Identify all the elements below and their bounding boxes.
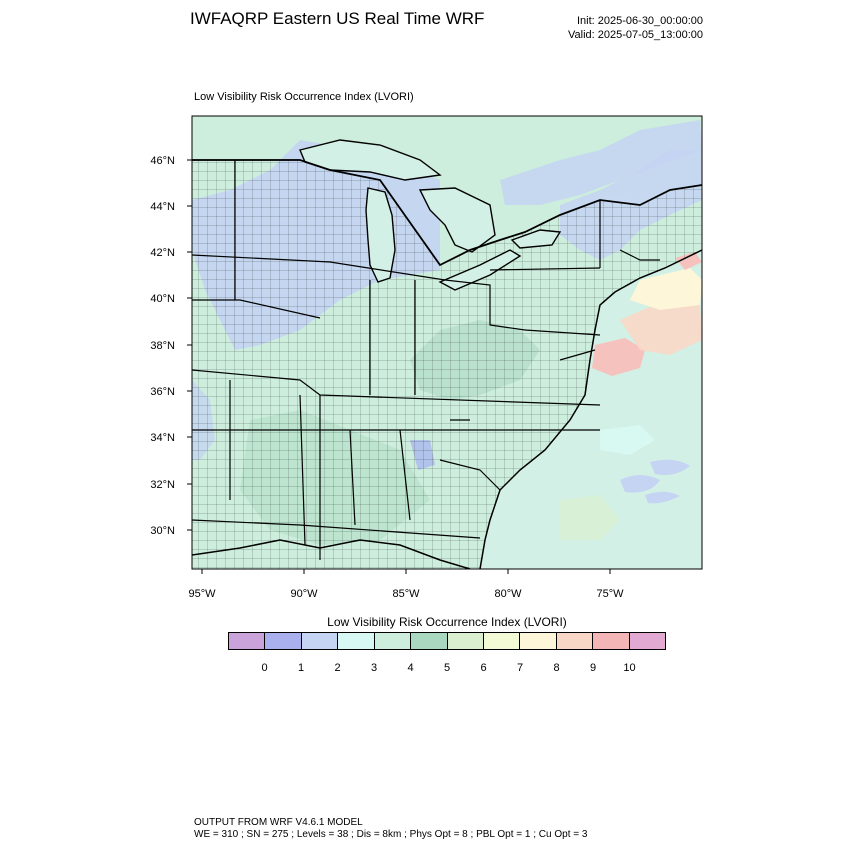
colorbar-label: 9: [589, 662, 597, 674]
lat-label: 34°N: [150, 432, 175, 444]
pink-patch-atlantic: [592, 338, 645, 376]
colorbar-label: 7: [516, 662, 524, 674]
light-green-patch-atlantic: [560, 495, 620, 540]
salmon-patch-atlantic: [620, 300, 702, 355]
lon-label: 90°W: [290, 588, 318, 600]
colorbar-title: Low Visibility Risk Occurrence Index (LV…: [327, 615, 567, 629]
panel-title: Low Visibility Risk Occurrence Index (LV…: [194, 91, 414, 103]
lat-label: 36°N: [150, 386, 175, 398]
colorbar-label: 0: [261, 662, 268, 674]
footer-config: WE = 310 ; SN = 275 ; Levels = 38 ; Dis …: [194, 829, 588, 840]
colorbar-swatch: [483, 633, 521, 649]
colorbar: [228, 632, 666, 650]
colorbar-swatch: [520, 633, 557, 649]
blue-blobs-atlantic: [620, 459, 690, 504]
colorbar-swatch: [556, 633, 594, 649]
cyan-patch-atlantic: [600, 425, 655, 455]
colorbar-swatch: [593, 633, 630, 649]
init-time: Init: 2025-06-30_00:00:00: [577, 15, 703, 27]
map-frame: [191, 115, 703, 570]
lake-ontario: [510, 229, 562, 249]
lon-label: 95°W: [188, 588, 216, 600]
colorbar-label: 1: [297, 662, 305, 674]
lat-ticks: [187, 159, 192, 531]
yellow-patch-atlantic: [630, 268, 702, 310]
colorbar-swatch: [629, 633, 666, 649]
lat-label: 32°N: [150, 479, 175, 491]
lon-ticks: [201, 569, 611, 574]
colorbar-swatch: [301, 633, 339, 649]
footer-model: OUTPUT FROM WRF V4.6.1 MODEL: [194, 817, 363, 828]
colorbar-swatch: [411, 633, 448, 649]
colorbar-swatch: [338, 633, 375, 649]
lat-label: 44°N: [150, 201, 175, 213]
lon-label: 75°W: [596, 588, 624, 600]
lat-label: 40°N: [150, 293, 175, 305]
init-valid-times: Init: 2025-06-30_00:00:00 Valid: 2025-07…: [568, 14, 703, 42]
lon-label: 85°W: [392, 588, 420, 600]
lake-huron: [418, 187, 496, 253]
blue-zone-canada: [500, 120, 702, 205]
lat-label: 38°N: [150, 340, 175, 352]
lat-label: 46°N: [150, 155, 175, 167]
lat-label: 30°N: [150, 525, 175, 537]
main-title: IWFAQRP Eastern US Real Time WRF: [190, 9, 485, 28]
lvori-map: 46°N 44°N 42°N 40°N 38°N 36°N 34°N 32°N …: [150, 115, 703, 600]
atlantic-coastline: [479, 249, 702, 569]
footer-info: OUTPUT FROM WRF V4.6.1 MODEL WE = 310 ; …: [194, 817, 587, 841]
lake-michigan: [365, 187, 396, 283]
colorbar-label: 3: [370, 662, 378, 674]
lon-label: 80°W: [494, 588, 522, 600]
colorbar-label: 5: [443, 662, 451, 674]
canada-us-border: [192, 159, 702, 267]
colorbar-label: 2: [334, 662, 341, 674]
colorbar-label: 8: [553, 662, 560, 674]
colorbar-label: 10: [623, 662, 636, 674]
gulf-coastline: [192, 539, 471, 569]
colorbar-label: 4: [407, 662, 414, 674]
valid-time: Valid: 2025-07-05_13:00:00: [568, 29, 703, 41]
colorbar-label: 6: [480, 662, 487, 674]
colorbar-swatch: [229, 633, 266, 649]
lake-erie: [438, 249, 522, 291]
colorbar-swatch: [265, 633, 302, 649]
colorbar-swatch: [374, 633, 412, 649]
lat-label: 42°N: [150, 247, 175, 259]
colorbar-swatch: [447, 633, 484, 649]
